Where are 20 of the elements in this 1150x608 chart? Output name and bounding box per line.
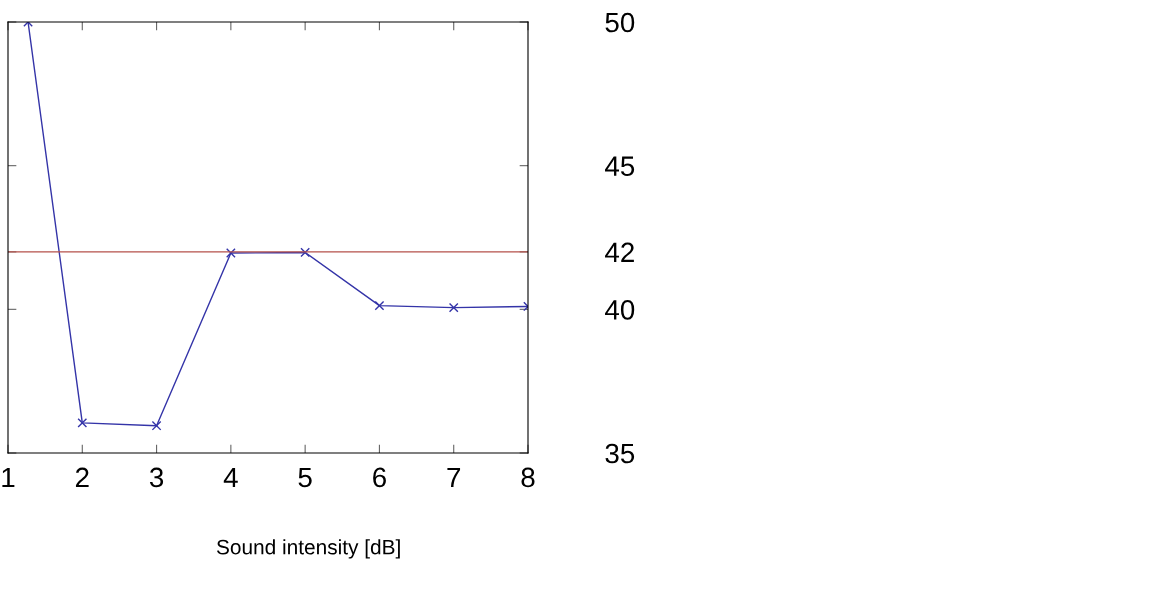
x-tick-label: 5 (298, 467, 312, 488)
y-tick-label: 50 (605, 12, 635, 33)
point (151, 420, 162, 431)
point (77, 417, 88, 428)
x-tick-label: 3 (149, 467, 164, 488)
y-tick-label: 35 (605, 443, 635, 464)
y-tick-label: 42 (605, 242, 634, 262)
x-tick-label: 4 (223, 467, 238, 488)
x-tick-label: 6 (373, 467, 386, 488)
x-tick-label: 7 (447, 467, 461, 488)
point (448, 302, 459, 313)
point (374, 300, 385, 311)
point (300, 247, 311, 258)
x-tick-label: 2 (75, 467, 89, 488)
x-tick-label: 8 (521, 467, 535, 488)
x-axis-title: Sound intensity [dB] (216, 539, 400, 559)
point (225, 248, 236, 258)
x-tick-label: 1 (2, 467, 15, 488)
y-tick-label: 45 (605, 156, 635, 177)
y-tick-label: 40 (605, 300, 635, 320)
